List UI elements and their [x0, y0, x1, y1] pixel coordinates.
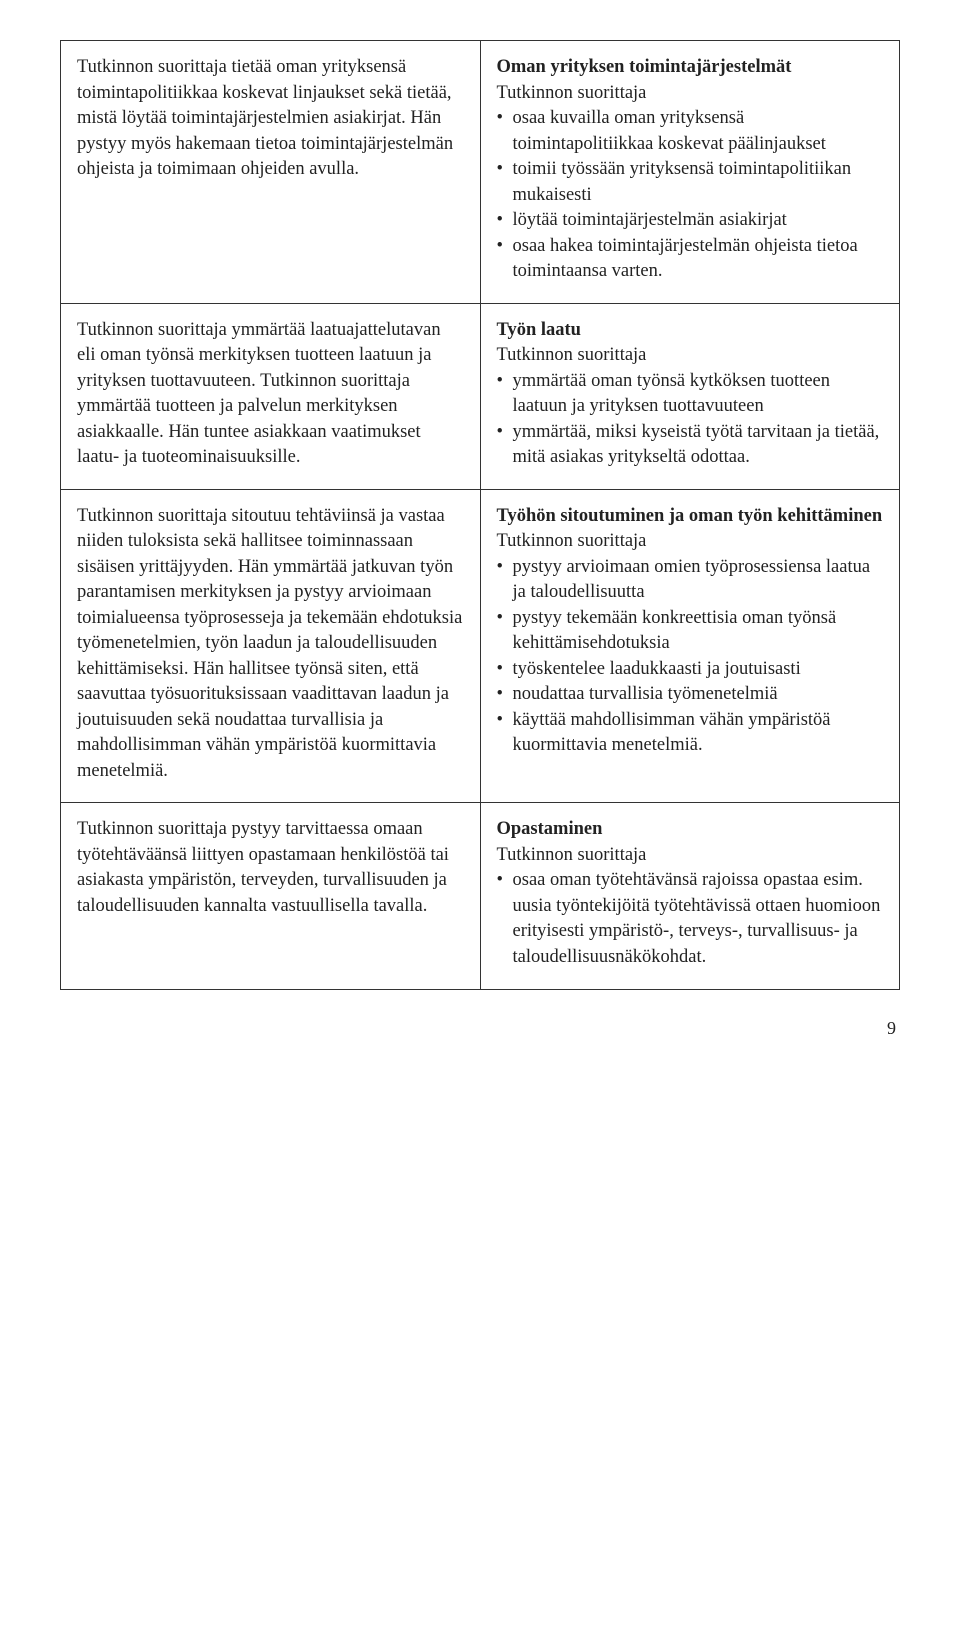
list-item: osaa oman työtehtävänsä rajoissa opastaa… [497, 868, 884, 970]
list-item: ymmärtää oman työnsä kytköksen tuotteen … [497, 369, 884, 420]
paragraph: Tutkinnon suorittaja ymmärtää laatuajatt… [77, 318, 464, 471]
section-intro: Tutkinnon suorittaja [497, 81, 884, 107]
list-item: työskentelee laadukkaasti ja joutuisasti [497, 657, 884, 683]
bullet-list: osaa oman työtehtävänsä rajoissa opastaa… [497, 868, 884, 970]
list-item: osaa hakea toimintajärjestelmän ohjeista… [497, 234, 884, 285]
list-item: noudattaa turvallisia työmenetelmiä [497, 682, 884, 708]
right-cell: Työn laatu Tutkinnon suorittaja ymmärtää… [480, 303, 900, 489]
section-intro: Tutkinnon suorittaja [497, 343, 884, 369]
table-row: Tutkinnon suorittaja pystyy tarvittaessa… [61, 803, 900, 989]
page-number: 9 [60, 1018, 900, 1039]
content-table: Tutkinnon suorittaja tietää oman yrityks… [60, 40, 900, 990]
section-heading: Työhön sitoutuminen ja oman työn kehittä… [497, 504, 884, 530]
left-cell: Tutkinnon suorittaja pystyy tarvittaessa… [61, 803, 481, 989]
table-row: Tutkinnon suorittaja tietää oman yrityks… [61, 41, 900, 304]
list-item: pystyy tekemään konkreettisia oman työns… [497, 606, 884, 657]
section-heading: Oman yrityksen toimintajärjestelmät [497, 55, 884, 81]
bullet-list: pystyy arvioimaan omien työprosessiensa … [497, 555, 884, 759]
list-item: toimii työssään yrityksensä toimintapoli… [497, 157, 884, 208]
paragraph: Tutkinnon suorittaja pystyy tarvittaessa… [77, 817, 464, 919]
bullet-list: ymmärtää oman työnsä kytköksen tuotteen … [497, 369, 884, 471]
section-intro: Tutkinnon suorittaja [497, 529, 884, 555]
list-item: käyttää mahdollisimman vähän ympäristöä … [497, 708, 884, 759]
list-item: ymmärtää, miksi kyseistä työtä tarvitaan… [497, 420, 884, 471]
right-cell: Työhön sitoutuminen ja oman työn kehittä… [480, 489, 900, 803]
list-item: pystyy arvioimaan omien työprosessiensa … [497, 555, 884, 606]
left-cell: Tutkinnon suorittaja ymmärtää laatuajatt… [61, 303, 481, 489]
table-row: Tutkinnon suorittaja ymmärtää laatuajatt… [61, 303, 900, 489]
right-cell: Opastaminen Tutkinnon suorittaja osaa om… [480, 803, 900, 989]
table-row: Tutkinnon suorittaja sitoutuu tehtäviins… [61, 489, 900, 803]
page-container: Tutkinnon suorittaja tietää oman yrityks… [0, 0, 960, 1069]
section-intro: Tutkinnon suorittaja [497, 843, 884, 869]
paragraph: Tutkinnon suorittaja tietää oman yrityks… [77, 55, 464, 183]
right-cell: Oman yrityksen toimintajärjestelmät Tutk… [480, 41, 900, 304]
list-item: osaa kuvailla oman yrityksensä toimintap… [497, 106, 884, 157]
section-heading: Työn laatu [497, 318, 884, 344]
list-item: löytää toimintajärjestelmän asiakirjat [497, 208, 884, 234]
left-cell: Tutkinnon suorittaja tietää oman yrityks… [61, 41, 481, 304]
left-cell: Tutkinnon suorittaja sitoutuu tehtäviins… [61, 489, 481, 803]
bullet-list: osaa kuvailla oman yrityksensä toimintap… [497, 106, 884, 285]
paragraph: Tutkinnon suorittaja sitoutuu tehtäviins… [77, 504, 464, 785]
section-heading: Opastaminen [497, 817, 884, 843]
